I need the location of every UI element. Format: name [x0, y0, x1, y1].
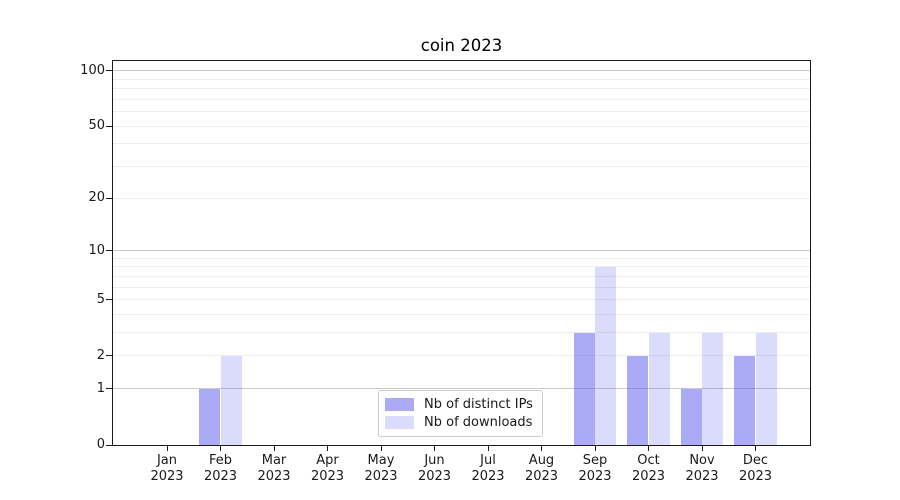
x-axis-tick-label: Jul 2023 — [471, 453, 505, 484]
minor-gridline — [113, 286, 810, 288]
legend-swatch-downloads — [385, 416, 414, 429]
legend-label-distinct-ips: Nb of distinct IPs — [424, 397, 533, 412]
minor-gridline — [113, 78, 810, 80]
y-axis-tick — [106, 444, 113, 446]
bar-downloads — [595, 266, 617, 445]
minor-gridline — [113, 314, 810, 315]
minor-gridline — [113, 111, 810, 113]
x-axis-tick-label: Oct 2023 — [631, 453, 666, 484]
minor-gridline — [113, 275, 810, 277]
y-axis-tick — [106, 299, 113, 301]
y-axis-tick — [106, 125, 113, 127]
x-axis-tick — [380, 445, 382, 451]
y-axis-tick-label: 50 — [88, 118, 105, 134]
minor-gridline — [113, 197, 810, 199]
bar-distinct-ips — [573, 332, 595, 445]
x-axis-tick-label: Sep 2023 — [578, 453, 612, 484]
x-axis-tick — [755, 445, 756, 451]
x-axis-tick-label: Dec 2023 — [738, 453, 773, 484]
x-axis-tick-label: Mar 2023 — [257, 453, 291, 484]
y-axis-tick-label: 10 — [88, 242, 105, 258]
y-axis-tick — [106, 70, 113, 72]
legend-swatch-distinct-ips — [385, 398, 414, 411]
y-axis-tick-label: 5 — [96, 291, 105, 307]
major-gridline — [113, 70, 810, 72]
bar-distinct-ips — [627, 355, 649, 445]
x-axis-tick — [701, 445, 703, 451]
y-axis-tick — [106, 388, 113, 390]
bar-distinct-ips — [199, 388, 221, 445]
y-axis-tick-label: 1 — [96, 380, 105, 396]
y-axis-tick-label: 2 — [96, 347, 105, 363]
x-axis-tick — [273, 445, 275, 451]
y-axis-tick — [106, 197, 113, 199]
minor-gridline — [113, 143, 810, 145]
x-axis-tick-label: Jan 2023 — [150, 453, 184, 484]
minor-gridline — [113, 98, 810, 100]
x-axis-tick — [541, 445, 542, 451]
x-axis-tick — [487, 445, 489, 451]
y-axis-tick-label: 100 — [80, 62, 105, 78]
plot-area: 100 50 20 10 5 2 1 0 Jan 2023 Feb 2023 Mar 2023 Apr… — [80, 60, 811, 484]
legend-label-downloads: Nb of downloads — [424, 415, 533, 430]
legend: Nb of distinct IPs Nb of downloads — [378, 390, 543, 437]
bar-distinct-ips — [680, 388, 702, 445]
x-axis-tick — [220, 445, 221, 451]
x-axis-tick — [648, 445, 649, 451]
minor-gridline — [113, 166, 810, 168]
bar-downloads — [220, 355, 242, 445]
minor-gridline — [113, 355, 810, 357]
x-axis-tick-label: Apr 2023 — [310, 453, 345, 484]
minor-gridline — [113, 257, 810, 259]
x-axis-tick-label: Aug 2023 — [524, 453, 559, 484]
y-axis-tick-label: 0 — [96, 437, 105, 452]
major-gridline — [113, 388, 810, 390]
minor-gridline — [113, 332, 810, 334]
x-axis-tick — [166, 445, 168, 451]
x-axis-tick-label: Nov 2023 — [685, 453, 719, 484]
bar-downloads — [648, 332, 670, 445]
chart-title: coin 2023 — [420, 36, 503, 55]
bar-distinct-ips — [734, 355, 756, 445]
x-axis-tick — [327, 445, 328, 451]
major-gridline — [113, 250, 810, 252]
y-axis-tick-label: 20 — [88, 190, 105, 206]
x-axis-tick-label: Jun 2023 — [417, 453, 452, 484]
x-axis-tick — [594, 445, 596, 451]
y-axis-tick — [106, 250, 113, 252]
x-axis-tick-label: Feb 2023 — [203, 453, 238, 484]
minor-gridline — [113, 266, 810, 268]
y-axis-tick — [106, 355, 113, 357]
x-axis-tick — [434, 445, 435, 451]
x-axis-tick-label: May 2023 — [364, 453, 398, 484]
legend-item-downloads: Nb of downloads — [385, 415, 542, 430]
minor-gridline — [113, 125, 810, 127]
bar-downloads — [702, 332, 724, 445]
legend-item-distinct-ips: Nb of distinct IPs — [385, 397, 542, 412]
minor-gridline — [113, 88, 810, 90]
minor-gridline — [113, 299, 810, 301]
bar-downloads — [755, 332, 777, 445]
